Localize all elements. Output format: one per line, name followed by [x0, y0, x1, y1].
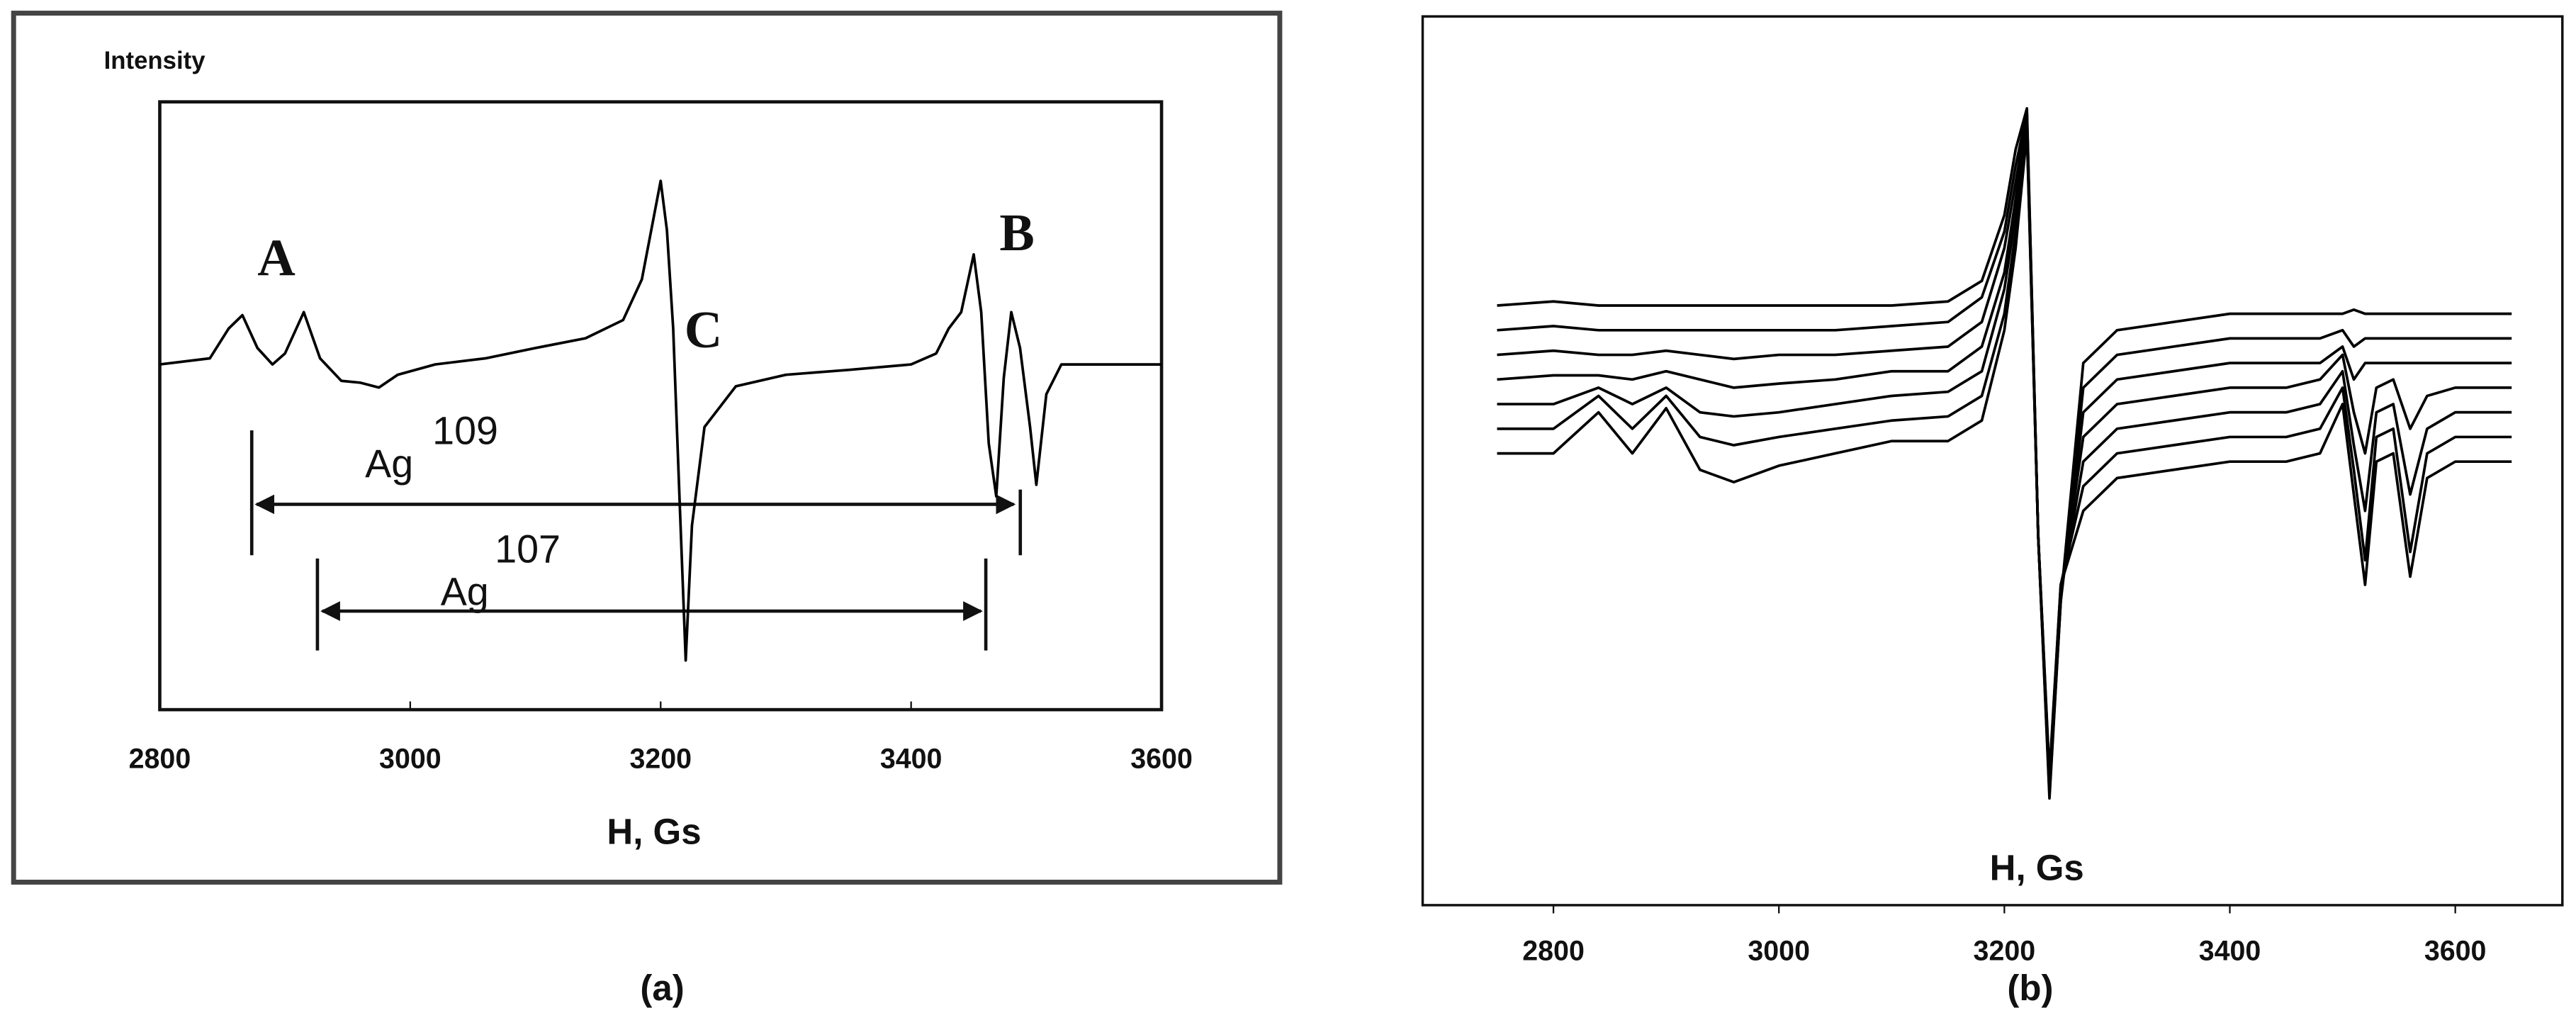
panel-frame — [1421, 15, 2564, 907]
x-tick-label: 2800 — [129, 743, 191, 774]
spectrum-line — [1497, 128, 2512, 780]
annotation: Ag — [441, 570, 489, 614]
plot-box — [158, 100, 1164, 712]
hyperfine-arrows — [249, 430, 1023, 651]
y-axis-label: Intensity — [104, 47, 206, 74]
spectrum-line — [159, 179, 1162, 662]
spectrum-line — [1497, 107, 2512, 800]
annotation: Ag — [365, 442, 413, 486]
spectrum-line — [1497, 123, 2512, 783]
caption: (b) — [2007, 968, 2053, 1008]
x-axis-label: H, Gs — [1990, 848, 2084, 888]
x-tick-label: 3200 — [1974, 935, 2036, 966]
x-tick-label: 3000 — [379, 743, 441, 774]
x-tick-label: 2800 — [1522, 935, 1585, 966]
x-tick-label: 3000 — [1748, 935, 1810, 966]
spectrum-line — [1497, 111, 2512, 796]
x-tick-label: 3200 — [629, 743, 692, 774]
x-tick-label: 3400 — [880, 743, 943, 774]
spectrum-line — [1497, 119, 2512, 788]
spectrum-line — [1497, 115, 2512, 792]
x-tick-label: 3400 — [2199, 935, 2261, 966]
annotation: C — [685, 301, 723, 359]
x-tick-label: 3600 — [1130, 743, 1193, 774]
x-axis-label: H, Gs — [607, 812, 701, 852]
x-tick-label: 3600 — [2424, 935, 2487, 966]
caption: (a) — [640, 968, 684, 1008]
annotation: B — [999, 204, 1034, 262]
annotation: A — [257, 229, 296, 287]
annotation: 107 — [495, 527, 561, 571]
spectrum-line — [1497, 131, 2512, 776]
annotation: 109 — [432, 408, 498, 452]
panel-frame — [11, 11, 1283, 885]
